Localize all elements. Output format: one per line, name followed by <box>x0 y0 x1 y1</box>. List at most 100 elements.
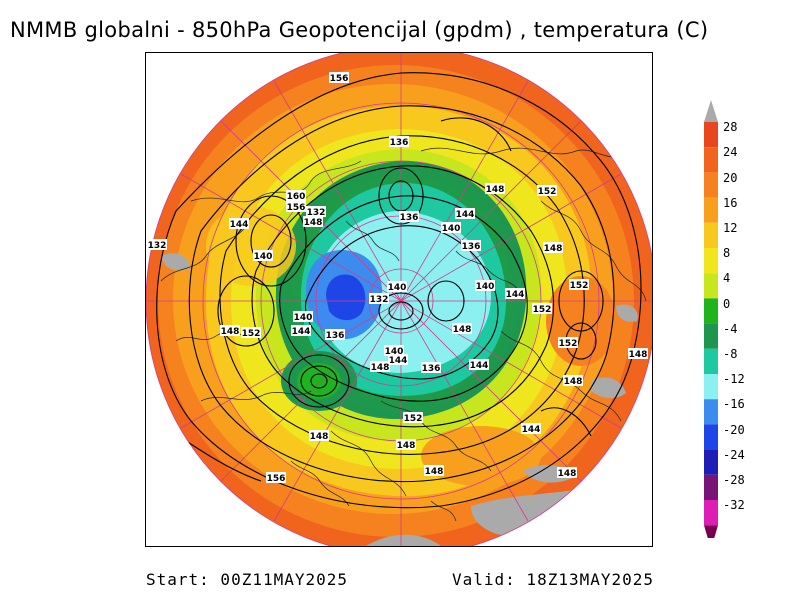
contour-label: 136 <box>326 331 345 341</box>
contour-label: 136 <box>400 213 419 223</box>
legend-label: 20 <box>723 170 738 185</box>
legend-bottom-arrow <box>704 525 718 550</box>
contour-label: 144 <box>230 220 249 230</box>
contour-label-bg <box>384 345 404 356</box>
contour-label-bg <box>628 348 648 359</box>
contour-label-bg <box>475 280 495 291</box>
contour-label-bg <box>286 201 306 212</box>
legend-swatch <box>704 122 718 148</box>
contour-label: 140 <box>442 224 461 234</box>
legend-swatch <box>704 222 718 248</box>
geopotential-contours <box>156 72 642 509</box>
contour-label: 148 <box>453 325 472 335</box>
contour-label: 152 <box>538 187 557 197</box>
start-time: Start: 00Z11MAY2025 <box>146 570 349 589</box>
contour-label: 132 <box>307 208 326 218</box>
contour-label-bg <box>569 279 589 290</box>
contour-label: 148 <box>221 327 240 337</box>
contour-label: 140 <box>385 347 404 357</box>
contour-label-bg <box>563 375 583 386</box>
contour-label-bg <box>389 136 409 147</box>
contour-label-bg <box>452 323 472 334</box>
coastlines <box>160 147 647 522</box>
contour-label: 140 <box>388 283 407 293</box>
legend-label: -4 <box>723 321 738 336</box>
contour-label-bg <box>293 311 313 322</box>
contour-label: 144 <box>456 210 475 220</box>
contour-label-bg <box>485 183 505 194</box>
valid-time: Valid: 18Z13MAY2025 <box>452 570 655 589</box>
contour-label-bg <box>521 423 541 434</box>
legend-swatch <box>704 424 718 450</box>
contour-label: 148 <box>558 469 577 479</box>
contour-label-bg <box>396 439 416 450</box>
legend-label: -12 <box>723 372 745 387</box>
contour-label: 148 <box>564 377 583 387</box>
contour-label-bg <box>329 72 349 83</box>
legend-swatch <box>704 348 718 374</box>
contour-label-bg <box>253 250 273 261</box>
contour-label: 152 <box>404 414 423 424</box>
legend-label: 24 <box>723 145 738 160</box>
contour-label-bg <box>241 327 261 338</box>
contour-label-bg <box>441 222 461 233</box>
contour-label: 148 <box>486 185 505 195</box>
contour-label-bg <box>291 325 311 336</box>
legend-label: 8 <box>723 246 731 261</box>
color-legend-bar <box>704 100 718 550</box>
legend-label: -24 <box>723 447 745 462</box>
contour-label-bg <box>421 362 441 373</box>
legend-swatch <box>704 323 718 349</box>
legend-swatch <box>704 298 718 324</box>
contour-label: 152 <box>559 339 578 349</box>
legend-label: 16 <box>723 195 738 210</box>
contour-label-bg <box>455 208 475 219</box>
legend-swatch <box>704 474 718 500</box>
legend-label: 12 <box>723 221 738 235</box>
contour-label: 144 <box>506 290 525 300</box>
contour-label-bg <box>557 467 577 478</box>
legend-swatch <box>704 248 718 274</box>
legend-swatch <box>704 172 718 198</box>
contour-label: 152 <box>533 305 552 315</box>
contour-label: 144 <box>389 356 408 366</box>
contour-label-bg <box>403 412 423 423</box>
contour-label-bg <box>387 281 407 292</box>
contour-label-bg <box>537 185 557 196</box>
contour-label: 132 <box>370 295 389 305</box>
contour-label: 148 <box>629 350 648 360</box>
contour-label-bg <box>505 288 525 299</box>
legend-label: -16 <box>723 397 745 412</box>
map-title: NMMB globalni - 850hPa Geopotencijal (gp… <box>10 18 709 42</box>
contour-label: 148 <box>371 363 390 373</box>
contour-label: 160 <box>287 192 306 202</box>
contour-label-bg <box>303 216 323 227</box>
contour-label-bg <box>532 303 552 314</box>
contour-label-bg <box>543 242 563 253</box>
contour-label: 144 <box>470 361 489 371</box>
contour-label-bg <box>370 361 390 372</box>
legend-label: 28 <box>723 120 738 135</box>
contour-label: 148 <box>310 432 329 442</box>
contour-label: 140 <box>294 313 313 323</box>
contour-label: 148 <box>304 218 323 228</box>
contour-label-bg <box>220 325 240 336</box>
contour-label: 132 <box>148 241 167 251</box>
contour-label-bg <box>286 190 306 201</box>
contour-label-bg <box>229 218 249 229</box>
legend-swatch <box>704 399 718 425</box>
contour-label-bg <box>147 239 167 250</box>
contour-label: 144 <box>292 327 311 337</box>
contour-label: 156 <box>330 74 349 84</box>
contour-label-bg <box>461 240 481 251</box>
legend-top-arrow <box>704 100 718 122</box>
contour-label: 136 <box>462 242 481 252</box>
contour-label: 152 <box>570 281 589 291</box>
legend-label: -28 <box>723 473 745 487</box>
contour-label-bg <box>369 293 389 304</box>
polar-map[interactable]: 156 136 148 152 160 156 132 148 136 144 140 144 132 1… <box>145 52 653 547</box>
contour-label-bg <box>469 359 489 370</box>
contour-label: 156 <box>267 474 286 484</box>
legend-swatch <box>704 449 718 475</box>
